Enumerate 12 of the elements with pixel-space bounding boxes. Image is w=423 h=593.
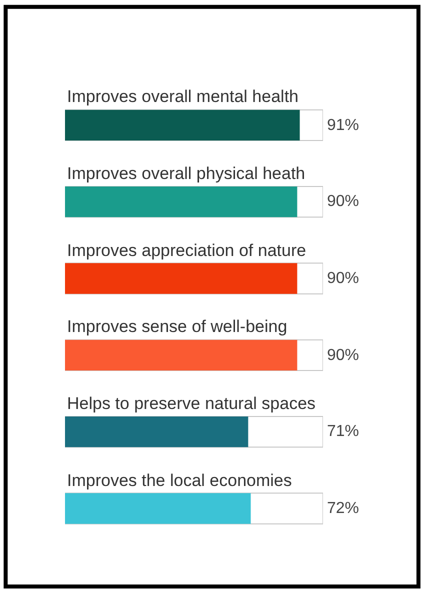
data-label: 90%: [327, 193, 360, 210]
y-tick-label: Improves overall physical heath: [67, 164, 306, 183]
y-tick-label: Improves the local economies: [67, 471, 292, 490]
data-label: 91%: [327, 117, 360, 134]
data-label: 72%: [327, 500, 360, 517]
y-tick-label: Helps to preserve natural spaces: [67, 394, 316, 413]
data-label: 71%: [327, 423, 360, 440]
y-tick-label: Improves overall mental health: [67, 87, 299, 106]
data-label: 90%: [327, 347, 360, 364]
data-label: 90%: [327, 270, 360, 287]
y-tick-label: Improves sense of well-being: [67, 317, 288, 336]
y-tick-label: Improves appreciation of nature: [67, 241, 306, 260]
